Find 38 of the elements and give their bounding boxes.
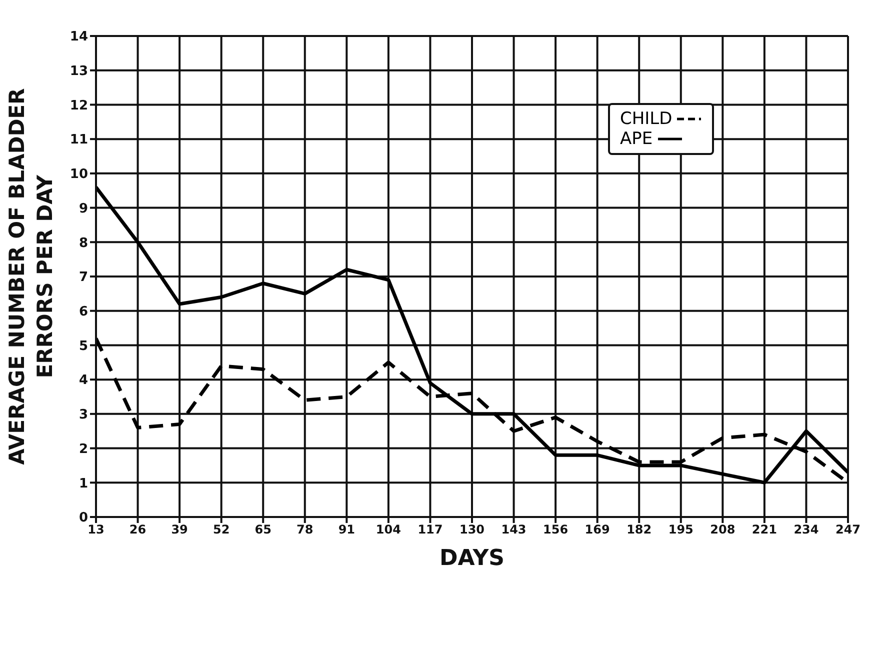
- x-tick-label: 234: [794, 522, 819, 537]
- y-tick-label: 6: [78, 304, 88, 320]
- x-tick-label: 143: [501, 522, 526, 537]
- x-tick-label: 117: [418, 522, 443, 537]
- x-tick-label: 13: [88, 522, 104, 537]
- x-tick-label: 195: [668, 522, 694, 537]
- y-tick-label: 1: [78, 476, 88, 492]
- y-tick-label: 11: [70, 132, 88, 148]
- x-axis-title: DAYS: [440, 546, 504, 571]
- y-tick-label: 7: [78, 270, 88, 286]
- x-tick-label: 91: [338, 522, 356, 537]
- y-tick-label: 10: [70, 167, 88, 182]
- legend-label: CHILD: [620, 109, 672, 129]
- x-tick-label: 182: [626, 522, 652, 537]
- legend-label: APE: [620, 129, 653, 149]
- x-tick-label: 208: [710, 522, 736, 537]
- y-tick-label: 9: [78, 201, 88, 216]
- x-tick-label: 156: [543, 522, 568, 537]
- y-axis-title: AVERAGE NUMBER OF BLADDER ERRORS PER DAY: [5, 88, 57, 465]
- y-tick-label: 5: [78, 338, 88, 354]
- y-tick-label: 0: [78, 510, 88, 526]
- x-tick-label: 78: [296, 522, 314, 537]
- y-tick-label: 14: [70, 30, 88, 45]
- y-tick-label: 4: [78, 373, 88, 388]
- x-tick-label: 221: [752, 522, 777, 537]
- x-tick-label: 169: [584, 522, 610, 537]
- y-tick-label: 3: [78, 408, 88, 423]
- x-tick-label: 39: [171, 522, 188, 537]
- y-tick-label: 12: [70, 98, 88, 114]
- x-tick-label: 52: [212, 522, 230, 537]
- x-tick-label: 130: [459, 522, 485, 537]
- x-tick-label: 104: [376, 522, 401, 537]
- y-tick-label: 13: [70, 64, 88, 79]
- y-tick-label: 8: [78, 236, 88, 251]
- x-tick-label: 65: [254, 522, 272, 537]
- x-tick-label: 247: [835, 522, 861, 537]
- y-tick-label: 2: [78, 442, 88, 457]
- x-tick-label: 26: [129, 522, 146, 537]
